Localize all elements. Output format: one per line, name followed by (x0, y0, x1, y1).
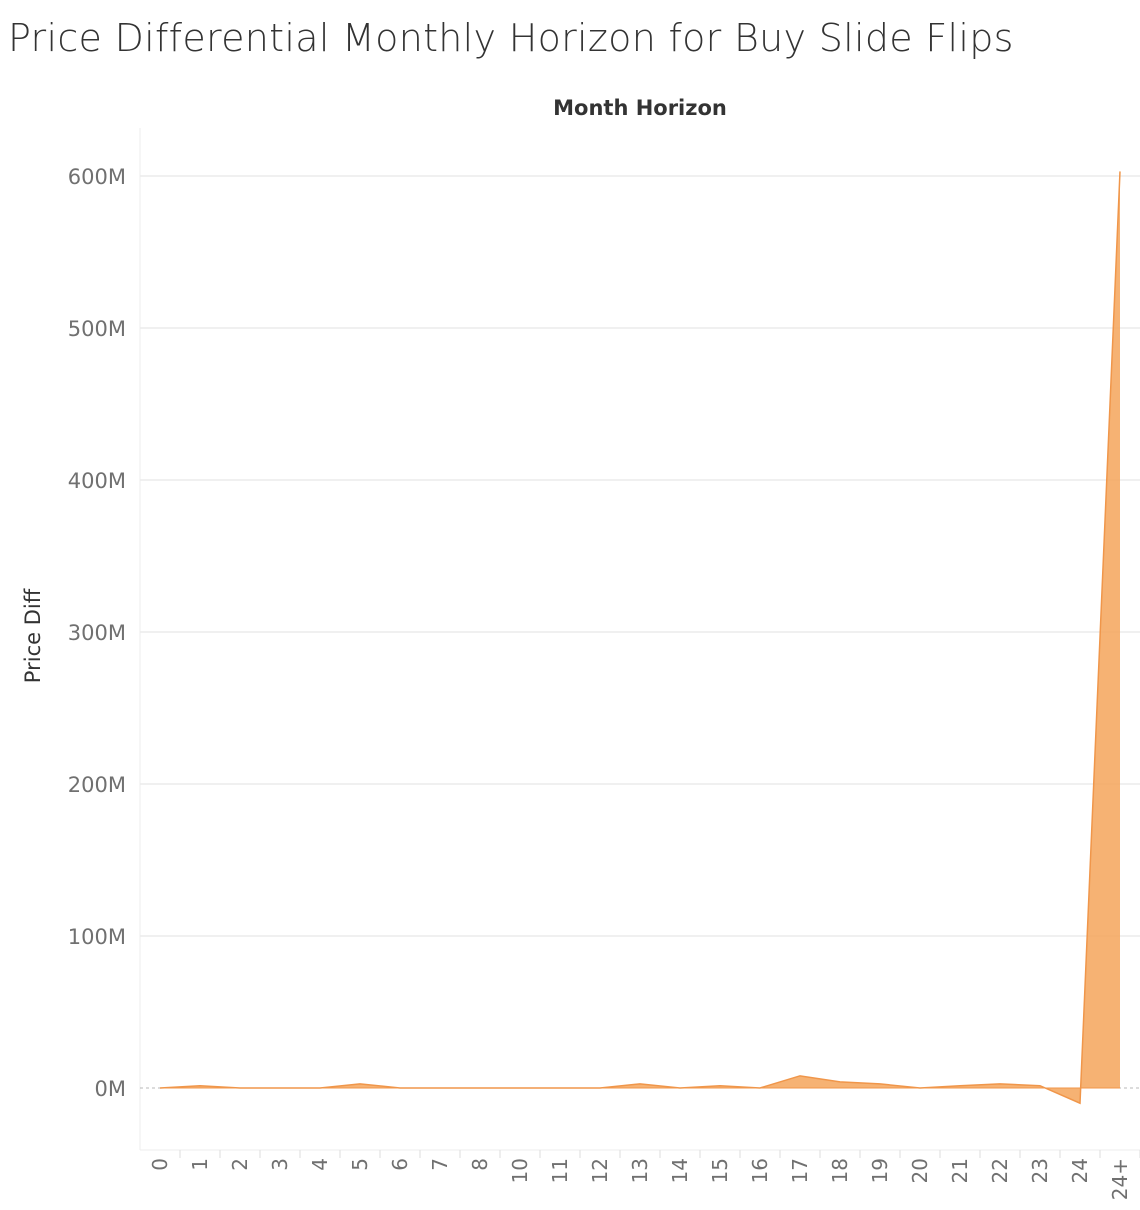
data-point (958, 1084, 962, 1088)
x-tick-label: 14 (668, 1158, 692, 1183)
data-point (678, 1086, 682, 1090)
y-tick-label: 200M (68, 773, 126, 797)
data-point (238, 1086, 242, 1090)
x-tick-label: 19 (868, 1158, 892, 1183)
y-tick-label: 500M (68, 317, 126, 341)
chart-title: Price Differential Monthly Horizon for B… (8, 16, 1014, 60)
area-series (158, 169, 1122, 1105)
x-tick-label: 4 (308, 1158, 332, 1171)
data-point (358, 1082, 362, 1086)
gridlines (139, 128, 1140, 1151)
y-axis-ticks: 0M 100M 200M 300M 400M 500M 600M (68, 165, 126, 1101)
x-axis-ticks: 0 1 2 3 4 5 6 7 8 10 11 12 13 14 15 16 17 18 19 20 21 22 23 24 2… (148, 1150, 1140, 1200)
x-tick-label: 0 (148, 1158, 172, 1171)
x-tick-label: 5 (348, 1158, 372, 1171)
x-tick-label: 15 (708, 1158, 732, 1183)
data-point (1078, 1101, 1082, 1105)
x-tick-label: 3 (268, 1158, 292, 1171)
data-point (518, 1086, 522, 1090)
x-tick-label: 20 (908, 1158, 932, 1183)
data-point (318, 1086, 322, 1090)
x-tick-label: 10 (508, 1158, 532, 1183)
data-point (758, 1086, 762, 1090)
data-point (1118, 169, 1122, 173)
x-tick-label: 11 (548, 1158, 572, 1183)
x-tick-label: 12 (588, 1158, 612, 1183)
data-point (398, 1086, 402, 1090)
x-tick-label: 23 (1028, 1158, 1052, 1183)
x-tick-label: 13 (628, 1158, 652, 1183)
data-point (478, 1086, 482, 1090)
data-point (158, 1086, 162, 1090)
area-line (159, 171, 1121, 1105)
data-point (598, 1086, 602, 1090)
data-point (198, 1084, 202, 1088)
data-point (918, 1086, 922, 1090)
y-tick-label: 0M (95, 1077, 126, 1101)
x-tick-label: 2 (228, 1158, 252, 1171)
area-fill (160, 171, 1120, 1104)
x-tick-label: 18 (828, 1158, 852, 1183)
y-tick-label: 600M (68, 165, 126, 189)
x-tick-label: 17 (788, 1158, 812, 1183)
data-point (718, 1084, 722, 1088)
x-tick-label: 24+ (1108, 1158, 1132, 1200)
data-point (438, 1086, 442, 1090)
data-point (278, 1086, 282, 1090)
y-tick-label: 100M (68, 925, 126, 949)
x-tick-label: 22 (988, 1158, 1012, 1183)
x-tick-label: 16 (748, 1158, 772, 1183)
data-point (798, 1074, 802, 1078)
x-tick-label: 1 (188, 1158, 212, 1171)
x-tick-label: 24 (1068, 1158, 1092, 1183)
data-point (1038, 1084, 1042, 1088)
y-tick-label: 300M (68, 621, 126, 645)
data-point (878, 1082, 882, 1086)
data-point (998, 1082, 1002, 1086)
x-tick-label: 7 (428, 1158, 452, 1171)
x-axis-title: Month Horizon (553, 96, 727, 120)
y-tick-label: 400M (68, 469, 126, 493)
data-point (638, 1082, 642, 1086)
y-axis-title: Price Diff (21, 588, 45, 683)
x-tick-label: 8 (468, 1158, 492, 1171)
x-tick-label: 6 (388, 1158, 412, 1171)
data-point (838, 1080, 842, 1084)
data-point (558, 1086, 562, 1090)
x-tick-label: 21 (948, 1158, 972, 1183)
